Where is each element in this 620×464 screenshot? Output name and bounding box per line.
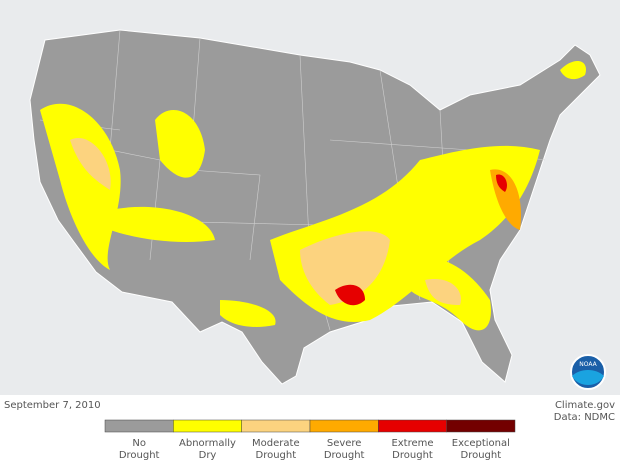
legend-swatch [378,419,447,433]
legend-label: Extreme [391,438,433,449]
legend-swatch [309,419,379,433]
noaa-logo: NOAA [570,354,606,390]
legend-label: Drought [119,450,160,461]
date: September 7, 2010 [4,400,101,411]
legend-label: No [132,438,146,449]
legend-swatch [241,419,311,433]
legend-label: Drought [256,450,297,461]
legend-label: Severe [327,438,362,449]
source: Data: NDMC [554,412,615,423]
drought-areas [40,60,586,331]
legend-swatch [104,419,174,433]
legend-label: Drought [461,450,502,461]
legend-label: Drought [392,450,433,461]
legend-swatch [173,419,242,433]
legend-label: Exceptional [452,438,510,449]
legend-swatch [446,419,516,433]
credit: Climate.gov [555,400,615,411]
legend-label: Abnormally [179,438,236,449]
legend-label: Dry [199,450,217,461]
legend: NoDroughtAbnormallyDryModerateDroughtSev… [104,419,516,461]
logo-text: NOAA [579,361,597,368]
legend-label: Moderate [252,438,300,449]
legend-label: Drought [324,450,365,461]
